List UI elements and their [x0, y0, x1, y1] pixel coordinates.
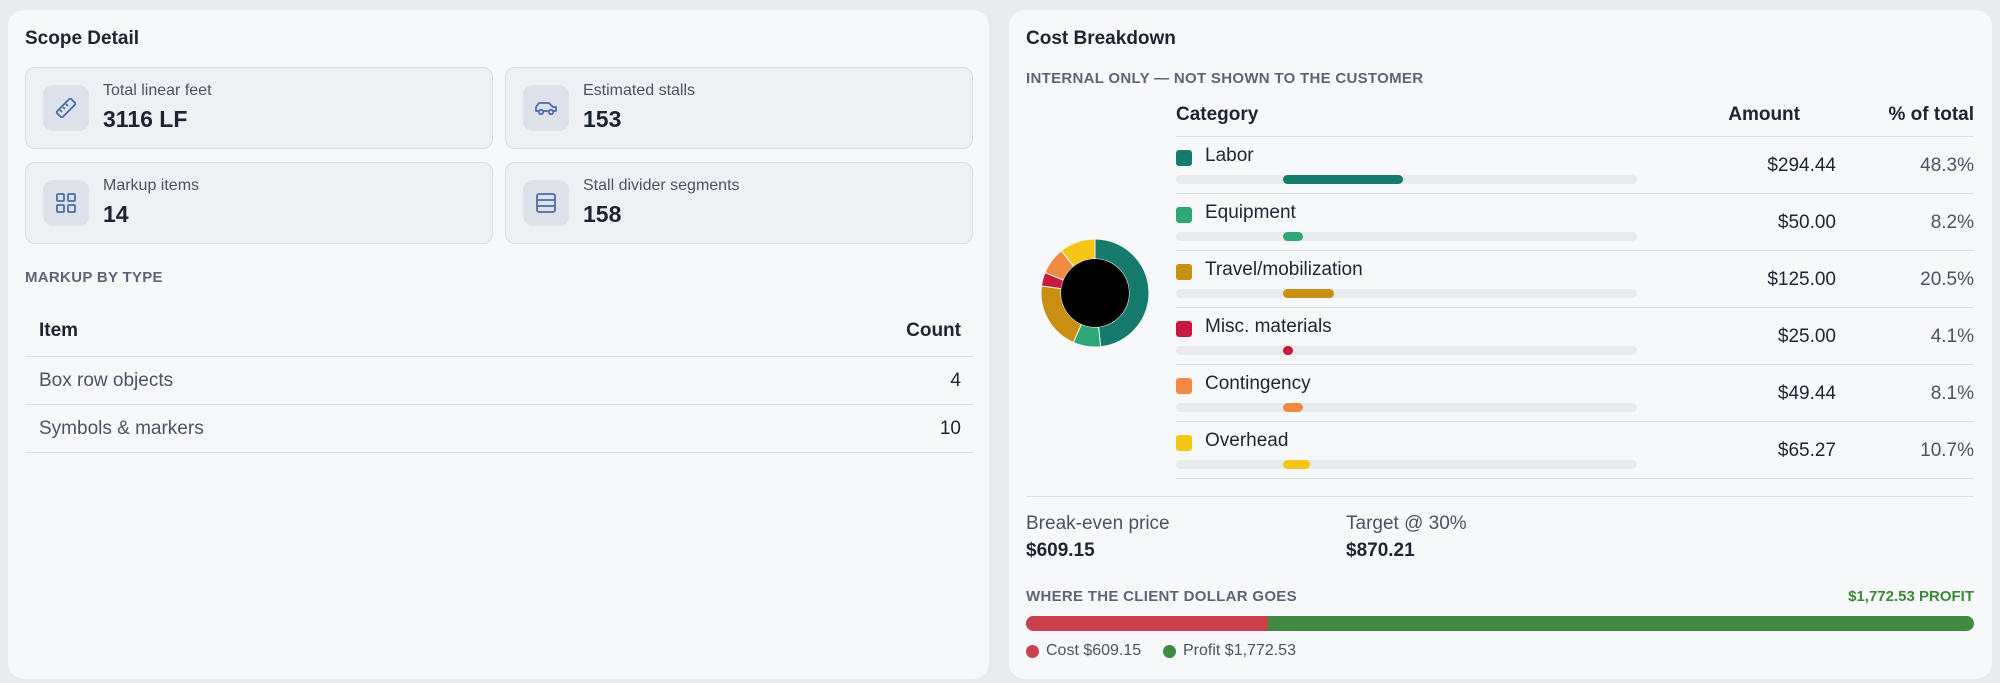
stat-label: Stall divider segments — [583, 177, 740, 194]
column-header-item: Item — [39, 319, 79, 341]
cost-row-misc-materials: Misc. materials $25.00 4.1% — [1176, 308, 1974, 365]
category-name: Equipment — [1205, 202, 1296, 223]
target-label: Target @ 30% — [1346, 513, 1467, 534]
share-bar-fill — [1283, 460, 1310, 469]
break-even-label: Break-even price — [1026, 513, 1170, 534]
row-count: 4 — [950, 369, 961, 391]
category-percent: 8.1% — [1930, 383, 1974, 404]
row-item: Box row objects — [39, 369, 174, 391]
summary-divider — [1026, 496, 1974, 497]
stat-value: 153 — [583, 106, 622, 132]
category-name: Contingency — [1205, 373, 1311, 394]
stat-label: Total linear feet — [103, 82, 212, 99]
cost-row-equipment: Equipment $50.00 8.2% — [1176, 194, 1974, 251]
stat-value: 3116 LF — [103, 106, 188, 132]
category-amount: $294.44 — [1767, 155, 1836, 176]
column-header-percent: % of total — [1888, 104, 1975, 125]
category-name: Misc. materials — [1205, 316, 1332, 337]
stat-label: Markup items — [103, 177, 200, 194]
legend-profit: Profit $1,772.53 — [1163, 642, 1296, 660]
markup-by-type-heading: MARKUP BY TYPE — [25, 269, 163, 286]
cost-breakdown-panel: Cost Breakdown INTERNAL ONLY — NOT SHOWN… — [1009, 10, 1992, 679]
legend-cost-dot — [1026, 644, 1039, 658]
legend-profit-label: Profit $1,772.53 — [1183, 642, 1296, 659]
scope-detail-title: Scope Detail — [25, 28, 140, 49]
legend-profit-dot — [1163, 644, 1176, 658]
category-percent: 10.7% — [1920, 440, 1974, 461]
stat-card-stall-divider-segments: Stall divider segments 158 — [505, 162, 973, 244]
category-amount: $65.27 — [1777, 440, 1836, 461]
share-bar-fill — [1283, 289, 1334, 298]
category-amount: $125.00 — [1767, 269, 1836, 290]
category-swatch — [1176, 207, 1192, 223]
cost-row-labor: Labor $294.44 48.3% — [1176, 137, 1974, 194]
stat-value: 14 — [103, 201, 129, 227]
category-amount: $25.00 — [1777, 326, 1836, 347]
category-swatch — [1176, 321, 1192, 337]
stat-card-markup-items: Markup items 14 — [25, 162, 493, 244]
legend-cost-label: Cost $609.15 — [1046, 642, 1142, 659]
share-bar-track — [1176, 346, 1637, 355]
category-name: Labor — [1205, 145, 1254, 166]
markup-table-header: Item Count — [25, 305, 973, 357]
internal-only-note: INTERNAL ONLY — NOT SHOWN TO THE CUSTOME… — [1026, 70, 1424, 87]
client-dollar-bar — [1026, 616, 1974, 631]
share-bar-fill — [1283, 403, 1304, 412]
column-header-category: Category — [1176, 104, 1259, 125]
share-bar-fill — [1283, 232, 1304, 241]
category-name: Overhead — [1205, 430, 1289, 451]
cost-segment — [1026, 616, 1269, 631]
category-percent: 4.1% — [1930, 326, 1974, 347]
share-bar-track — [1176, 460, 1637, 469]
category-swatch — [1176, 150, 1192, 166]
category-amount: $49.44 — [1777, 383, 1836, 404]
cost-row-contingency: Contingency $49.44 8.1% — [1176, 365, 1974, 422]
legend-cost: Cost $609.15 — [1026, 642, 1141, 660]
rows-icon — [523, 180, 569, 226]
stat-card-estimated-stalls: Estimated stalls 153 — [505, 67, 973, 149]
cost-breakdown-title: Cost Breakdown — [1026, 28, 1176, 49]
category-percent: 8.2% — [1930, 212, 1974, 233]
column-header-count: Count — [906, 319, 961, 341]
share-bar-track — [1176, 289, 1637, 298]
row-count: 10 — [939, 417, 961, 439]
table-row: Box row objects 4 — [25, 357, 973, 405]
category-swatch — [1176, 264, 1192, 280]
break-even-value: $609.15 — [1026, 540, 1095, 561]
row-item: Symbols & markers — [39, 417, 204, 439]
share-bar-track — [1176, 403, 1637, 412]
share-bar-fill — [1283, 346, 1294, 355]
stat-value: 158 — [583, 201, 622, 227]
cost-row-travel-mobilization: Travel/mobilization $125.00 20.5% — [1176, 251, 1974, 308]
category-swatch — [1176, 435, 1192, 451]
category-swatch — [1176, 378, 1192, 394]
share-bar-track — [1176, 232, 1637, 241]
donut-center — [1061, 259, 1129, 327]
grid-icon — [43, 180, 89, 226]
scope-detail-panel: Scope Detail Total linear feet 3116 LF E… — [8, 10, 989, 679]
category-name: Travel/mobilization — [1205, 259, 1363, 280]
cost-row-overhead: Overhead $65.27 10.7% — [1176, 422, 1974, 479]
category-percent: 20.5% — [1920, 269, 1974, 290]
category-amount: $50.00 — [1777, 212, 1836, 233]
car-icon — [523, 85, 569, 131]
target-value: $870.21 — [1346, 540, 1415, 561]
stat-label: Estimated stalls — [583, 82, 696, 99]
cost-donut-chart — [1040, 238, 1150, 348]
table-row: Symbols & markers 10 — [25, 405, 973, 453]
share-bar-fill — [1283, 175, 1403, 184]
stat-card-total-linear-feet: Total linear feet 3116 LF — [25, 67, 493, 149]
ruler-icon — [43, 85, 89, 131]
table-header-divider — [1176, 136, 1974, 137]
client-dollar-heading: WHERE THE CLIENT DOLLAR GOES — [1026, 588, 1297, 605]
column-header-amount: Amount — [1728, 104, 1800, 125]
share-bar-track — [1176, 175, 1637, 184]
category-percent: 48.3% — [1920, 155, 1974, 176]
profit-total: $1,772.53 PROFIT — [1848, 588, 1974, 605]
